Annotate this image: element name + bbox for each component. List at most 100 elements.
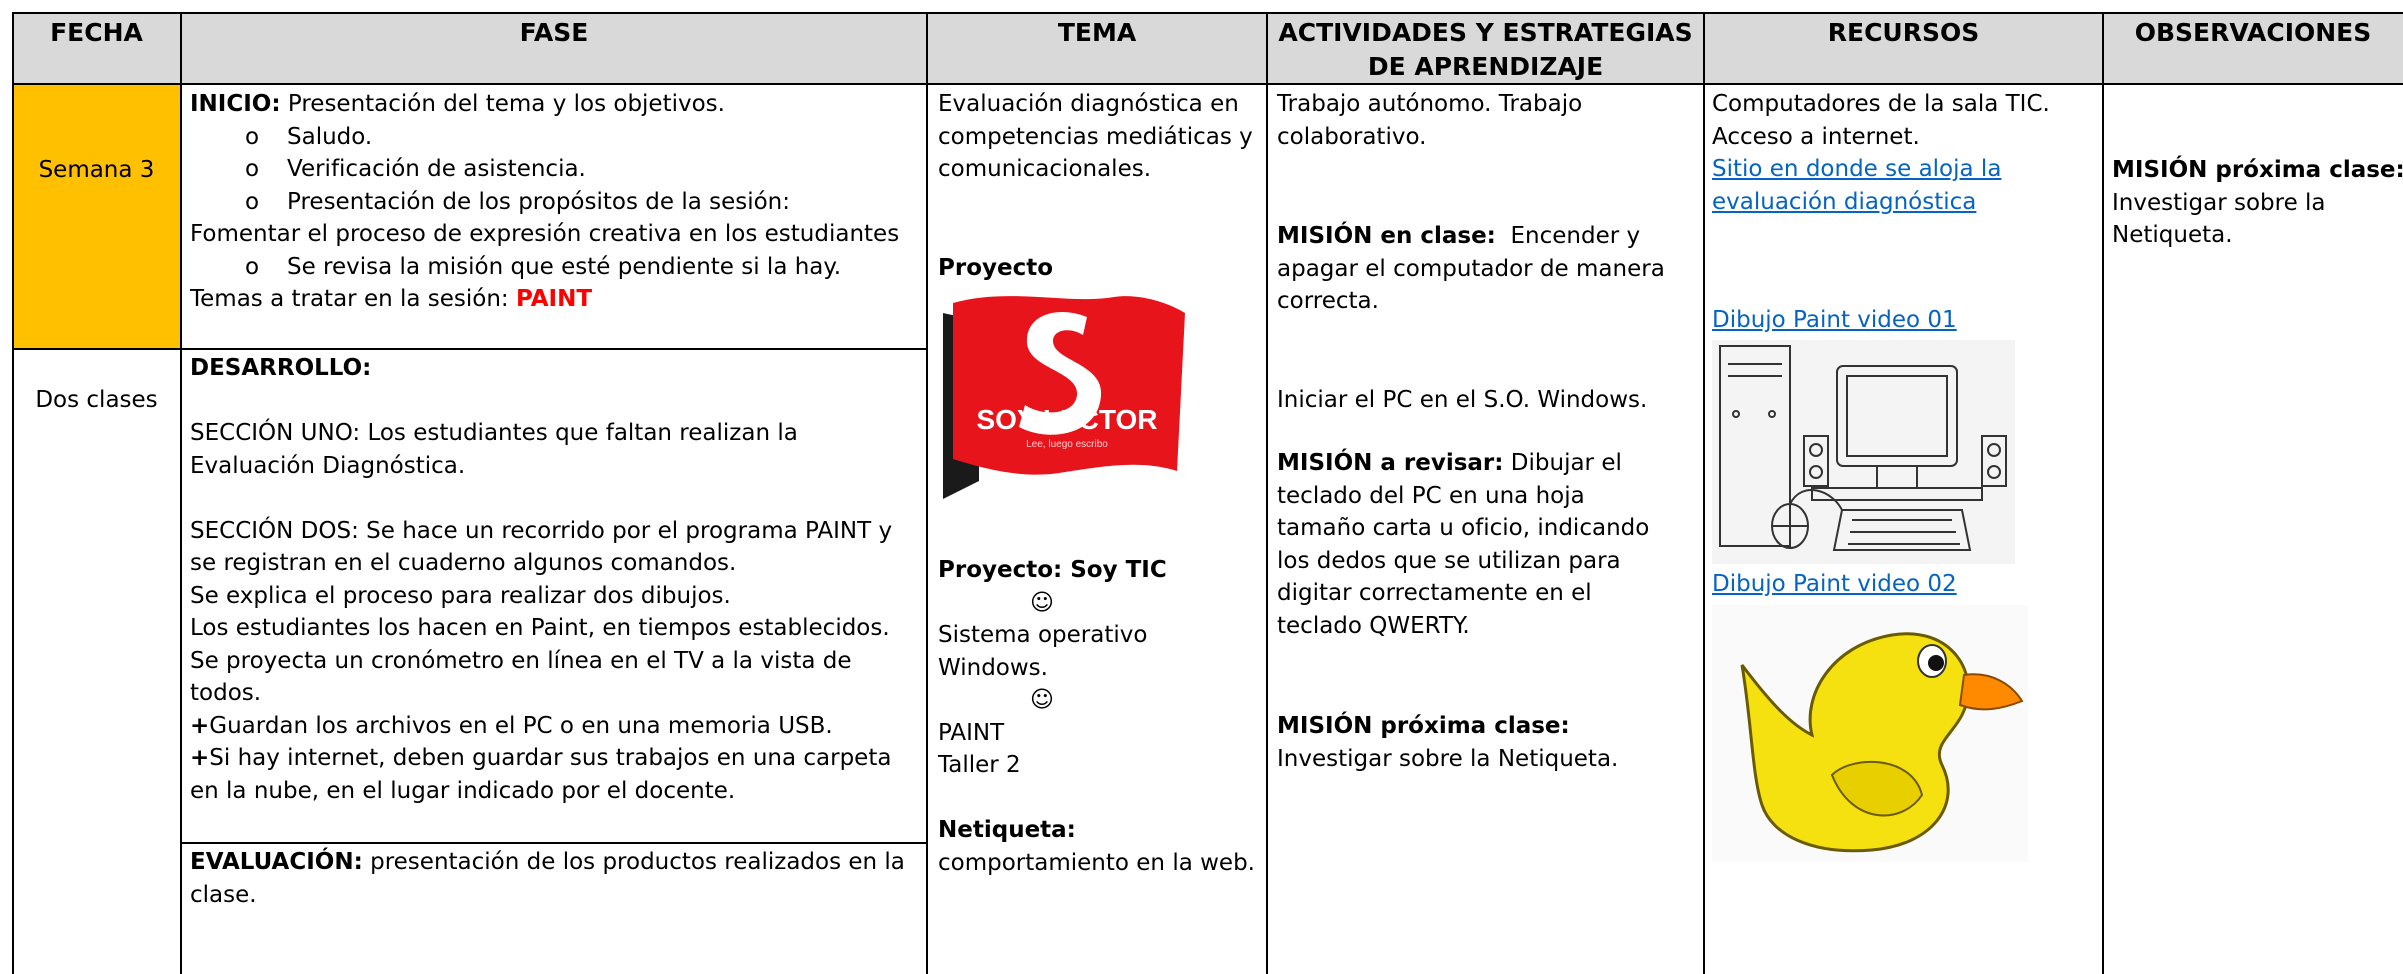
mark: +: [190, 712, 210, 739]
smiley: ☺: [1030, 687, 1054, 713]
layout: [1719, 345, 1791, 547]
paragraph: Se explica el proceso para realizar dos …: [190, 582, 731, 609]
layout: [938, 782, 1260, 815]
text: Presentación del tema y los objetivos.: [287, 91, 725, 117]
resource-link[interactable]: Sitio en donde se aloja la evaluación di…: [1712, 156, 2002, 215]
column-border: [12, 12, 14, 974]
paragraph: Temas a tratar en la sesión: PAINT: [190, 283, 919, 316]
project-label: Proyecto: Soy TIC: [938, 557, 1167, 583]
layout: [1719, 345, 2007, 551]
column-border: [2102, 12, 2104, 974]
label: MISIÓN a revisar:: [1277, 450, 1504, 476]
evaluacion-block: EVALUACIÓN: presentación de los producto…: [190, 846, 919, 911]
layout: [1732, 410, 1740, 418]
layout: Sitio en donde se aloja la evaluación di…: [1712, 153, 2097, 218]
layout: [1928, 655, 1944, 671]
layout: [1987, 465, 2001, 479]
paragraph: Los estudiantes los hacen en Paint, en t…: [190, 615, 890, 706]
paragraph: +Si hay internet, deben guardar sus trab…: [190, 742, 919, 807]
resource-link[interactable]: Dibujo Paint video 01: [1712, 307, 1957, 333]
layout: [1832, 509, 1972, 551]
paragraph: INICIO: Presentación del tema y los obje…: [190, 88, 919, 121]
resource: Acceso a internet.: [1712, 123, 1920, 150]
inicio-block: INICIO: Presentación del tema y los obje…: [190, 88, 919, 316]
label: MISIÓN en clase:: [1277, 223, 1496, 249]
link-wrap: Dibujo Paint video 02: [1712, 568, 1957, 601]
logo-s: [1019, 312, 1102, 435]
logo-flag: [953, 296, 1185, 475]
week-label: Semana 3: [38, 157, 155, 183]
resource: Computadores de la sala TIC.: [1712, 91, 2050, 117]
text: Guardan los archivos en el PC o en una m…: [209, 712, 833, 739]
layout: [1712, 340, 2015, 564]
layout: [1803, 435, 1829, 487]
netiqueta-label: Netiqueta:: [938, 817, 1076, 843]
topic: PAINT: [516, 286, 593, 312]
project-label: Proyecto: [938, 255, 1054, 281]
link-wrap: Dibujo Paint video 01: [1712, 304, 1957, 337]
text: Investigar sobre la Netiqueta.: [2112, 189, 2326, 249]
header-cell: ACTIVIDADES Y ESTRATEGIAS DE APRENDIZAJE: [1267, 12, 1704, 84]
resources-block: Computadores de la sala TIC. Acceso a in…: [1712, 88, 2097, 218]
row-border: [12, 348, 927, 350]
paragraph: DESARROLLO:: [190, 352, 919, 385]
layout: [1958, 673, 2024, 711]
layout: [1811, 487, 1983, 501]
paragraph: +Guardan los archivos en el PC o en una …: [190, 710, 919, 743]
bullet-item: Saludo.: [190, 121, 919, 154]
table-border: [12, 83, 2403, 85]
layout: [1846, 375, 1948, 457]
duck-drawing: [1712, 605, 2028, 862]
column-border: [926, 12, 928, 974]
resource-link[interactable]: Dibujo Paint video 02: [1712, 571, 1957, 597]
layout: [1809, 443, 1823, 457]
layout: [1981, 435, 2007, 487]
netiqueta-text: comportamiento en la web.: [938, 849, 1255, 876]
layout: MISIÓN próxima clase:: [2112, 154, 2403, 187]
table-border: [12, 12, 2403, 14]
label: DESARROLLO:: [190, 355, 372, 381]
smiley: ☺: [1030, 589, 1054, 616]
mark: +: [190, 745, 210, 771]
layout: [1848, 519, 1960, 545]
layout: [190, 385, 919, 418]
item: Sistema operativo Windows.: [938, 622, 1148, 681]
layout: [190, 482, 919, 515]
header-cell: FECHA: [12, 12, 181, 84]
mission-block: MISIÓN próxima clase: Investigar sobre la…: [1277, 710, 1692, 775]
tema-intro: Evaluación diagnóstica en competencias m…: [938, 91, 1253, 182]
label: EVALUACIÓN:: [190, 849, 363, 875]
bullet-item: Se revisa la misión que esté pendiente s…: [190, 251, 919, 284]
logo-title: SOY LECTOR: [976, 404, 1157, 435]
column-border: [1266, 12, 1268, 974]
paragraph: SECCIÓN DOS: Se hace un recorrido por el…: [190, 517, 893, 577]
text: Si hay internet, deben guardar sus traba…: [190, 745, 892, 804]
tema-items: Proyecto: Soy TIC ☺ Sistema operativo Wi…: [938, 554, 1260, 879]
layout: [1768, 410, 1776, 418]
column-border: [180, 12, 182, 974]
header-cell: TEMA: [927, 12, 1267, 84]
computer-drawing: [1712, 340, 2015, 564]
label: MISIÓN próxima clase:: [2112, 157, 2403, 183]
sessions-label: Dos clases: [35, 387, 158, 413]
header-cell: OBSERVACIONES: [2103, 12, 2403, 84]
mission-block: MISIÓN a revisar: Dibujar el teclado del…: [1277, 447, 1677, 642]
header-cell: RECURSOS: [1704, 12, 2103, 84]
label: INICIO:: [190, 91, 281, 117]
bullet-item: Presentación de los propósitos de la ses…: [190, 186, 919, 219]
paragraph: SECCIÓN UNO: Los estudiantes que faltan …: [190, 420, 798, 479]
layout: [1830, 760, 1924, 817]
layout: [1789, 489, 1843, 511]
highlight-cell: [12, 84, 181, 349]
logo-slogan: Lee, luego escribo: [1026, 439, 1108, 450]
layout: [1809, 465, 1823, 479]
activities-intro: Trabajo autónomo. Trabajo colaborativo.: [1277, 91, 1583, 150]
item: Taller 2: [938, 752, 1021, 778]
activity: Iniciar el PC en el S.O. Windows.: [1277, 387, 1648, 413]
text: Investigar sobre la Netiqueta.: [1277, 745, 1619, 772]
text: Temas a tratar en la sesión:: [190, 286, 509, 312]
layout: [1987, 443, 2001, 457]
desarrollo-block: DESARROLLO: SECCIÓN UNO: Los estudiantes…: [190, 352, 919, 807]
